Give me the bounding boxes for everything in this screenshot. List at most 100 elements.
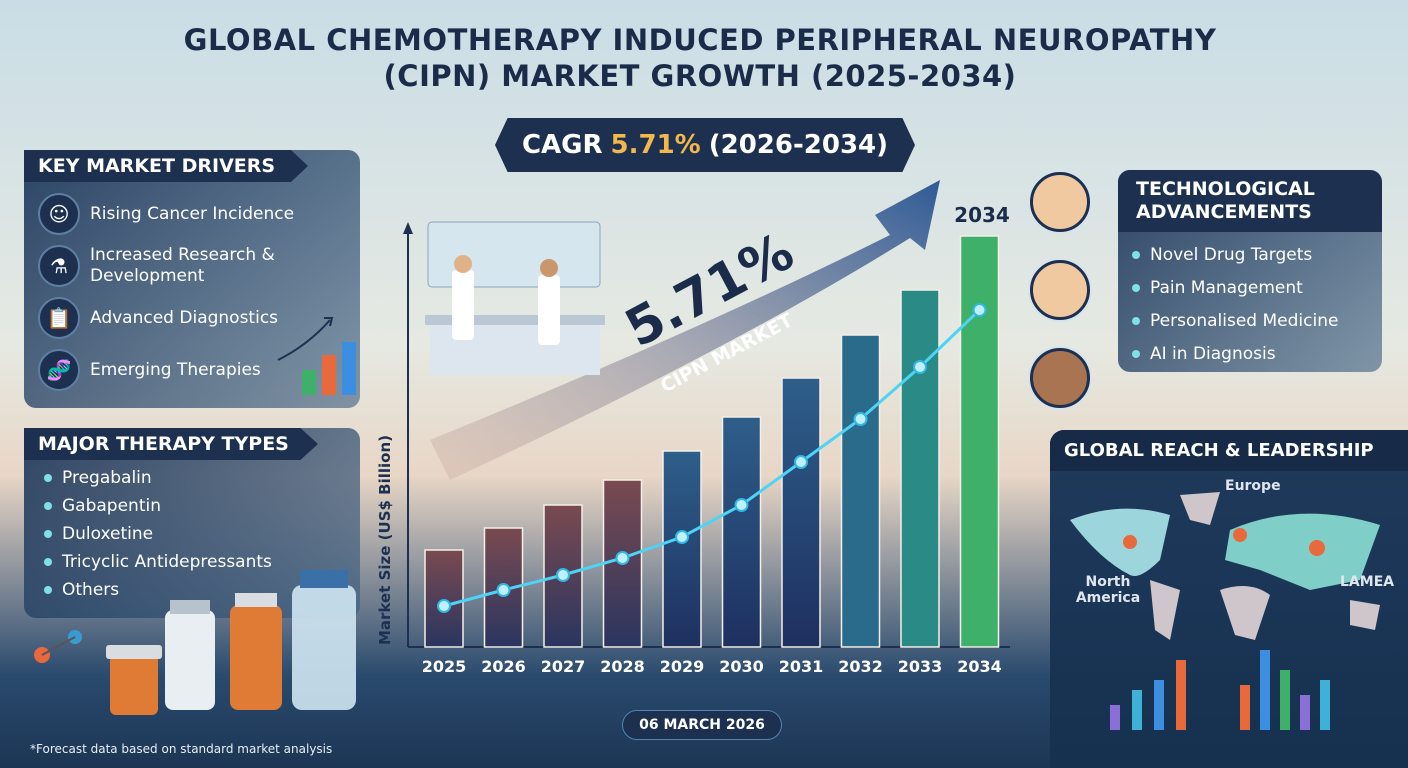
mini-bar-chart-icon — [277, 317, 356, 395]
market-growth-chart: Market Size (US$ Billion) 5.71% CIPN MAR… — [376, 180, 1010, 676]
title-line-2: (CIPN) MARKET GROWTH (2025-2034) — [383, 59, 1017, 93]
location-pin-icon — [1233, 528, 1247, 542]
therapy-label: Gabapentin — [62, 496, 161, 516]
global-reach-panel: GLOBAL REACH & LEADERSHIP Europe North A… — [1050, 430, 1408, 768]
driver-item: ⚗ Increased Research & Development — [38, 240, 346, 292]
x-tick-label: 2030 — [719, 657, 764, 676]
bar-2029 — [662, 450, 702, 648]
trend-point-2031 — [794, 455, 808, 469]
trend-point-2029 — [675, 530, 689, 544]
bar-2031 — [781, 377, 821, 648]
tech-label: Pain Management — [1150, 277, 1303, 298]
cagr-label: CAGR — [521, 130, 603, 160]
driver-label: Rising Cancer Incidence — [90, 203, 295, 224]
bar-2025 — [424, 549, 464, 648]
trend-point-2028 — [615, 551, 630, 565]
title-line-1: GLOBAL CHEMOTHERAPY INDUCED PERIPHERAL N… — [183, 23, 1217, 57]
chart-top-label: 2034 — [954, 203, 1010, 227]
therapy-item: Tricyclic Antidepressants — [44, 548, 340, 576]
flask-icon: ⚗ — [38, 245, 80, 287]
trend-line — [443, 308, 981, 608]
region-label-europe: Europe — [1225, 478, 1281, 494]
date-badge: 06 MARCH 2026 — [622, 710, 782, 740]
tech-advancements-panel: TECHNOLOGICAL ADVANCEMENTS Novel Drug Ta… — [1118, 170, 1382, 372]
clipboard-search-icon: 📋 — [38, 297, 80, 339]
trend-point-2026 — [496, 583, 511, 597]
x-tick-label: 2026 — [481, 657, 526, 676]
bullet-icon — [1132, 250, 1140, 259]
trend-point-2034 — [972, 303, 987, 317]
footnote: *Forecast data based on standard market … — [30, 742, 333, 756]
tech-item: Personalised Medicine — [1132, 304, 1368, 337]
avatar — [1030, 348, 1090, 408]
therapy-item: Others — [44, 576, 340, 604]
global-reach-title: GLOBAL REACH & LEADERSHIP — [1050, 430, 1408, 471]
x-tick-label: 2029 — [660, 657, 705, 676]
driver-item: 📋 Advanced Diagnostics — [38, 292, 346, 344]
cagr-banner: CAGR 5.71% (2026-2034) — [495, 118, 915, 172]
bar-2033 — [900, 289, 940, 648]
y-axis-label: Market Size (US$ Billion) — [376, 435, 394, 645]
driver-label: Increased Research & Development — [90, 245, 275, 286]
x-tick-label: 2032 — [838, 657, 883, 676]
trend-point-2025 — [437, 599, 451, 613]
region-label-lamea: LAMEA — [1340, 574, 1395, 590]
tech-label: Personalised Medicine — [1150, 310, 1339, 331]
dna-icon: 🧬 — [38, 349, 80, 391]
bullet-icon — [44, 586, 52, 594]
x-tick-label: 2031 — [779, 657, 824, 676]
bar-2034 — [959, 235, 1000, 648]
bar-2030 — [721, 416, 762, 648]
driver-label: Advanced Diagnostics — [90, 307, 279, 328]
tech-title: TECHNOLOGICAL ADVANCEMENTS — [1118, 170, 1382, 232]
location-pin-icon — [1123, 535, 1137, 549]
trend-point-2032 — [853, 412, 868, 426]
avatar — [1030, 260, 1090, 320]
lab-scientists-illustration — [425, 221, 605, 375]
bullet-icon — [1132, 316, 1140, 325]
head-icon: ☺ — [38, 193, 80, 235]
therapy-item: Gabapentin — [44, 492, 340, 520]
medicine-bottles-icon — [34, 570, 356, 715]
region-label-north-america: North America — [1075, 574, 1141, 606]
bullet-icon — [44, 530, 52, 538]
bullet-icon — [44, 502, 52, 510]
x-tick-label: 2025 — [422, 657, 467, 676]
tech-label: Novel Drug Targets — [1150, 244, 1313, 265]
trend-point-2033 — [913, 360, 927, 374]
world-map — [1070, 492, 1380, 640]
bullet-icon — [1132, 283, 1140, 292]
driver-item: ☺ Rising Cancer Incidence — [38, 188, 346, 240]
therapy-item: Pregabalin — [44, 464, 340, 492]
bullet-icon — [44, 558, 52, 566]
therapy-label: Tricyclic Antidepressants — [62, 552, 272, 572]
tech-title-line-2: ADVANCEMENTS — [1136, 201, 1312, 223]
cagr-period: (2026-2034) — [708, 130, 889, 160]
bar-2032 — [840, 334, 881, 648]
therapy-item: Duloxetine — [44, 520, 340, 548]
driver-label: Emerging Therapies — [90, 359, 261, 380]
mini-charts-icon — [1110, 650, 1330, 730]
driver-item: 🧬 Emerging Therapies — [38, 344, 346, 396]
tech-item: AI in Diagnosis — [1132, 337, 1368, 370]
growth-arrow — [430, 180, 940, 480]
tech-item: Novel Drug Targets — [1132, 238, 1368, 271]
bullet-icon — [1132, 349, 1140, 358]
therapy-types-title: MAJOR THERAPY TYPES — [24, 428, 318, 460]
x-tick-label: 2034 — [957, 657, 1002, 676]
x-tick-label: 2027 — [541, 657, 586, 676]
tech-item: Pain Management — [1132, 271, 1368, 304]
y-axis-arrow-icon — [403, 222, 413, 234]
avatar — [1030, 172, 1090, 232]
key-drivers-panel: KEY MARKET DRIVERS ☺ Rising Cancer Incide… — [24, 150, 360, 408]
therapy-label: Pregabalin — [62, 468, 152, 488]
cagr-value: 5.71% — [610, 130, 701, 160]
bullet-icon — [44, 474, 52, 482]
page-title: GLOBAL CHEMOTHERAPY INDUCED PERIPHERAL N… — [120, 22, 1280, 94]
x-tick-label: 2028 — [600, 657, 645, 676]
trend-point-2030 — [734, 498, 749, 512]
therapy-label: Duloxetine — [62, 524, 154, 544]
location-pin-icon — [1309, 540, 1325, 556]
x-tick-label: 2033 — [898, 657, 943, 676]
key-drivers-title: KEY MARKET DRIVERS — [24, 150, 308, 182]
